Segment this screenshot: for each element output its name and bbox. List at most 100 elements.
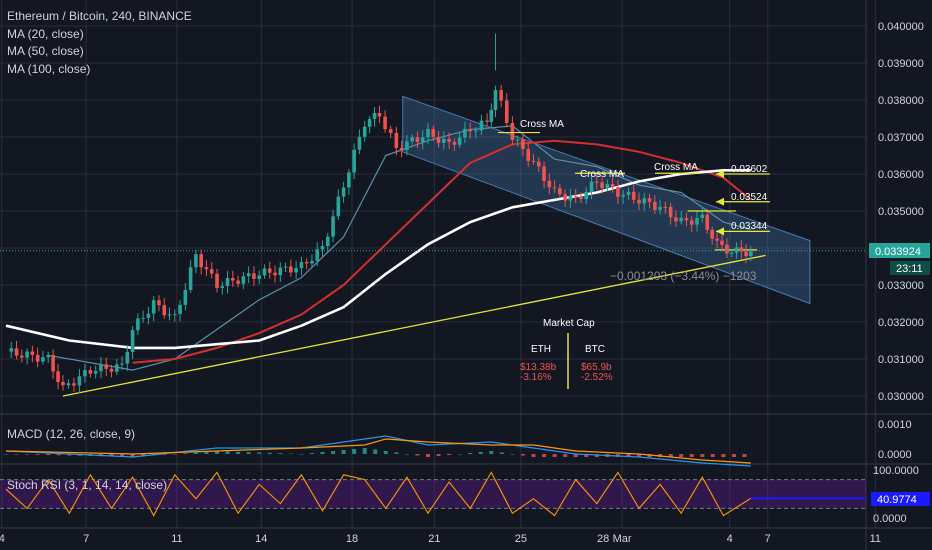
macd-histogram-bar	[46, 454, 51, 455]
candle	[725, 238, 729, 259]
candle	[146, 306, 151, 325]
candle	[325, 232, 330, 254]
ma-line-ma50	[132, 139, 752, 364]
candle	[684, 212, 689, 227]
candle-body	[141, 317, 145, 319]
candle	[394, 126, 399, 156]
macd-histogram-bar	[742, 454, 747, 457]
time-tick-label: 21	[428, 533, 440, 545]
macd-histogram-bar	[4, 454, 8, 455]
candle	[294, 260, 298, 280]
candle	[9, 342, 14, 359]
candle	[310, 254, 314, 267]
indicator-ma50[interactable]: MA (50, close)	[7, 44, 84, 58]
macd-histogram-bar	[162, 454, 167, 455]
candle-body	[463, 128, 467, 138]
macd-histogram-bar	[172, 454, 177, 455]
macd-histogram-bar	[447, 454, 452, 455]
candle	[626, 187, 631, 200]
candle	[388, 125, 393, 139]
candle	[278, 262, 283, 282]
candle-body	[684, 218, 689, 221]
candle	[658, 199, 662, 215]
price-tick-label: 0.037000	[878, 132, 924, 144]
candle-body	[415, 137, 420, 142]
level-label-2: 0.03524	[731, 192, 768, 203]
candle-body	[41, 357, 45, 362]
candle-body	[526, 148, 531, 161]
candle	[547, 173, 552, 195]
candle-body	[399, 147, 404, 150]
candle-body	[294, 268, 298, 273]
candle	[689, 216, 694, 232]
candle	[610, 177, 615, 193]
candle-body	[720, 240, 724, 245]
stoch-tick-label: 100.0000	[873, 465, 919, 477]
candle-body	[289, 266, 293, 273]
countdown-box	[890, 261, 930, 275]
indicator-ma20[interactable]: MA (20, close)	[7, 27, 84, 41]
macd-histogram-bar	[520, 454, 525, 456]
candle	[663, 201, 668, 214]
level-arrows	[498, 131, 770, 236]
candle-body	[136, 318, 140, 331]
candle	[521, 134, 525, 157]
candle-body	[531, 160, 536, 162]
indicator-stoch-rsi[interactable]: Stoch RSI (3, 1, 14, 14, close)	[7, 478, 168, 492]
candle	[705, 209, 710, 234]
time-tick-label: 7	[765, 533, 771, 545]
candle-body	[647, 198, 652, 202]
candle-body	[325, 236, 330, 247]
time-tick-label: 4	[0, 533, 5, 545]
macd-histogram-bar	[236, 451, 241, 454]
macd-histogram-bar	[288, 453, 293, 455]
market-cap-eth-label: ETH	[531, 344, 551, 355]
candle-body	[631, 191, 636, 200]
candle-body	[610, 184, 615, 188]
candle-body	[642, 198, 647, 204]
candle-body	[658, 206, 662, 210]
candle-body	[734, 247, 739, 253]
candle-body	[236, 280, 240, 284]
candle-body	[447, 138, 451, 142]
candle-body	[215, 273, 219, 289]
candle-body	[283, 266, 288, 268]
candle	[730, 248, 734, 258]
candle-body	[194, 254, 198, 268]
macd-histogram-bar	[552, 454, 557, 457]
candle	[25, 348, 29, 365]
macd-histogram-bar	[67, 454, 72, 456]
macd-histogram-bar	[320, 452, 325, 454]
macd-histogram-bar	[183, 453, 188, 454]
candle-body	[626, 191, 631, 195]
candle-body	[394, 132, 399, 148]
candle	[457, 131, 462, 149]
candle-body	[188, 267, 193, 290]
candle	[99, 357, 103, 379]
candle	[489, 103, 494, 129]
indicator-macd[interactable]: MACD (12, 26, close, 9)	[7, 427, 136, 441]
candle-body	[14, 348, 19, 356]
market-cap-btc-change: -2.52%	[581, 372, 613, 383]
candle-body	[372, 112, 377, 120]
candle-body	[668, 206, 673, 218]
macd-histogram-bar	[573, 454, 578, 457]
macd-histogram-bar	[309, 453, 314, 454]
candle-body	[605, 184, 610, 189]
symbol-title[interactable]: Ethereum / Bitcoin, 240, BINANCE	[7, 9, 192, 23]
candle	[257, 270, 261, 285]
indicator-ma100[interactable]: MA (100, close)	[7, 62, 91, 76]
candle	[120, 356, 124, 371]
candle	[35, 347, 40, 368]
candle-body	[563, 194, 567, 201]
candle	[241, 271, 246, 290]
time-tick-label: 11	[870, 533, 881, 545]
candle-body	[710, 229, 714, 239]
candle	[647, 193, 652, 209]
candle	[157, 295, 161, 312]
macd-histogram-bar	[352, 449, 357, 454]
macd-histogram-bar	[489, 451, 494, 454]
candle	[700, 207, 705, 223]
